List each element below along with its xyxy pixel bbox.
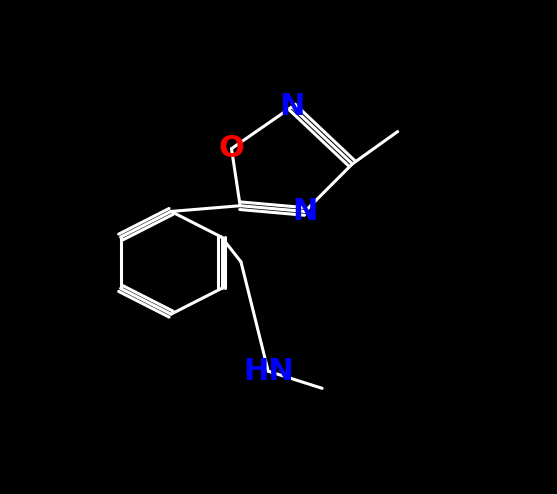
Text: N: N	[279, 92, 305, 122]
Text: O: O	[218, 134, 245, 163]
Text: HN: HN	[243, 357, 294, 386]
Text: N: N	[292, 197, 317, 226]
